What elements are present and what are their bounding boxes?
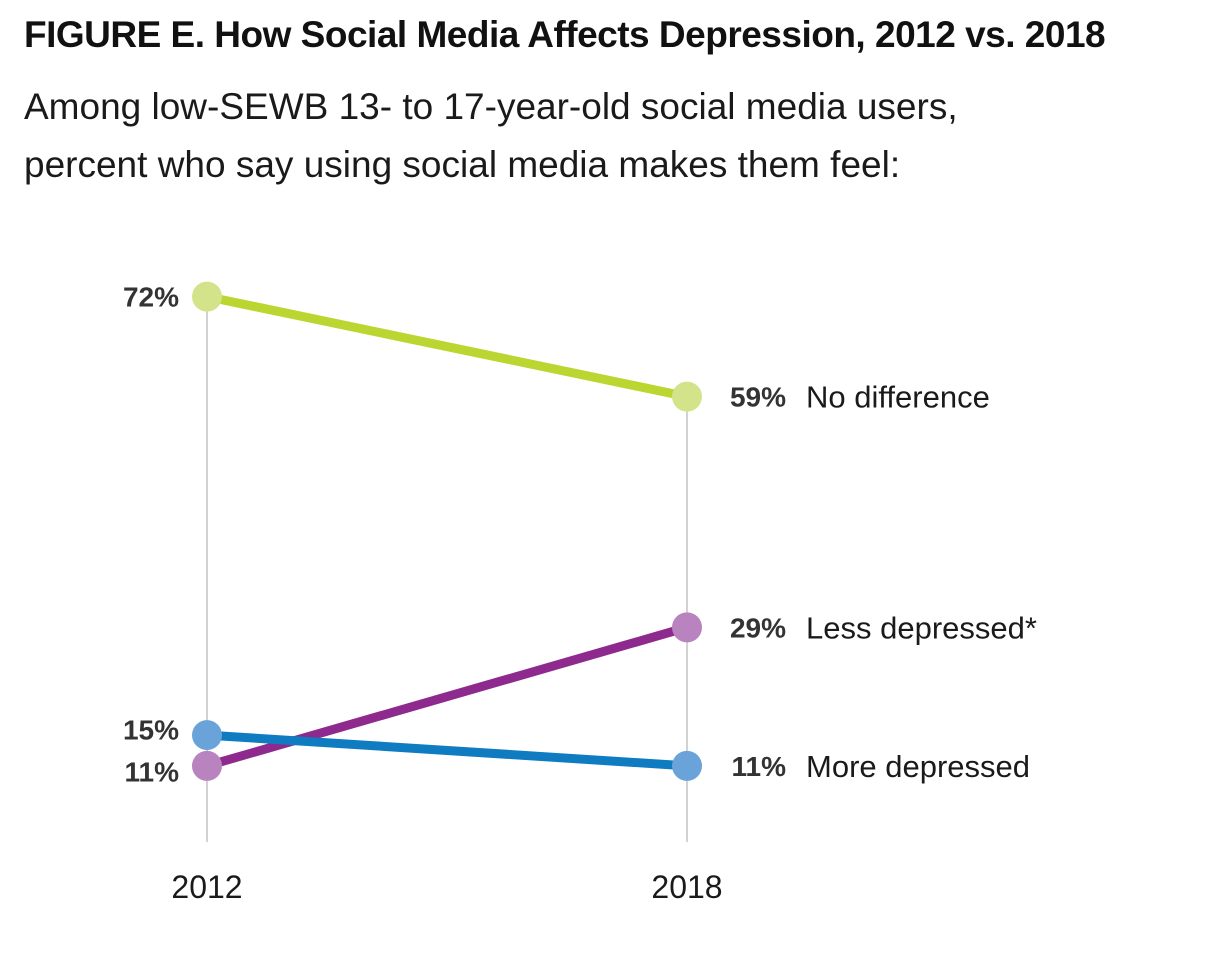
chart-title: FIGURE E. How Social Media Affects Depre…	[24, 14, 1106, 55]
series-name-no-difference: No difference	[806, 380, 990, 415]
series-line-more-depressed	[202, 730, 692, 771]
value-label-less-depressed-2018: 29%	[730, 612, 786, 643]
point-more-depressed-2018	[672, 750, 702, 781]
point-no-difference-2018	[672, 381, 702, 412]
value-label-no-difference-2012: 72%	[123, 282, 179, 313]
subtitle-line-1: Among low-SEWB 13- to 17-year-old social…	[24, 86, 958, 127]
point-more-depressed-2012	[192, 720, 222, 751]
series-layer: 72% 59% No difference 11% 29% Less depressed*…	[123, 281, 1037, 787]
value-label-more-depressed-2018: 11%	[732, 751, 787, 782]
series-name-more-depressed: More depressed	[806, 749, 1030, 784]
series-line-less-depressed	[202, 622, 692, 771]
x-tick-2012: 2012	[171, 869, 242, 905]
value-label-more-depressed-2012: 15%	[123, 714, 179, 745]
value-label-less-depressed-2012: 11%	[125, 756, 180, 787]
x-tick-2018: 2018	[651, 869, 722, 905]
point-no-difference-2012	[192, 281, 222, 312]
subtitle-line-2: percent who say using social media makes…	[24, 144, 901, 185]
chart-subtitle: Among low-SEWB 13- to 17-year-old social…	[24, 78, 1174, 194]
series-name-less-depressed: Less depressed*	[806, 610, 1037, 645]
series-line-no-difference	[202, 292, 692, 402]
point-less-depressed-2012	[192, 750, 222, 781]
value-label-no-difference-2018: 59%	[730, 382, 786, 413]
point-less-depressed-2018	[672, 612, 702, 643]
